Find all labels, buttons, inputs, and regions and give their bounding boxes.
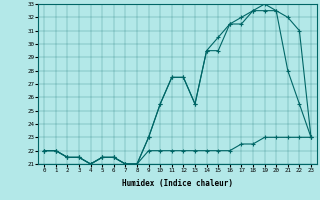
X-axis label: Humidex (Indice chaleur): Humidex (Indice chaleur) [122, 179, 233, 188]
